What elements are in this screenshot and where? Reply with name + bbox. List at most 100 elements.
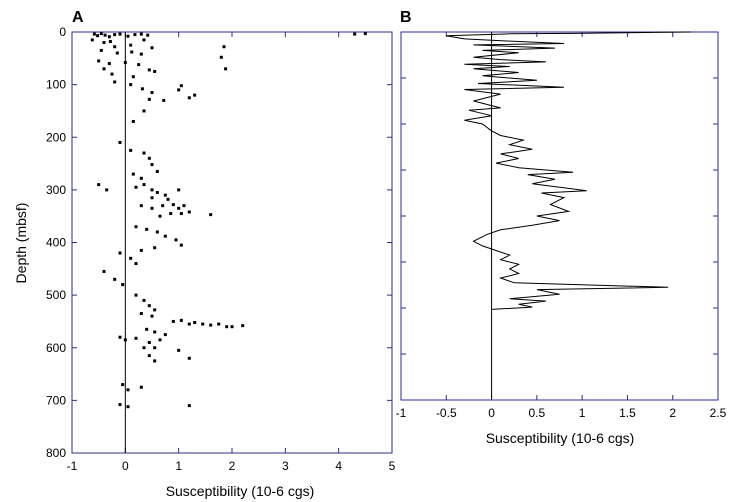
panel-a-x-tick-label: 1 (175, 459, 182, 473)
panel-a-data-point (118, 335, 122, 339)
panel-a-y-tick-label: 300 (46, 183, 66, 197)
panel-a-data-point (153, 359, 157, 363)
panel-a-data-point (217, 322, 221, 326)
panel-a-data-point (129, 83, 133, 87)
panel-a-data-point (222, 45, 226, 49)
panel-a-data-point (129, 148, 133, 152)
panel-a-data-point (150, 46, 154, 50)
panel-a-data-point (153, 246, 157, 250)
panel-a-y-tick-label: 100 (46, 78, 66, 92)
panel-a-data-point (225, 325, 229, 329)
panel-a-data-point (107, 35, 111, 39)
panel-a-data-point (137, 63, 141, 67)
panel-a-data-point (193, 93, 197, 97)
panel-a-data-point (96, 34, 100, 38)
panel-a-data-point (150, 91, 154, 95)
panel-a-data-point (97, 183, 101, 187)
panel-a-data-point (134, 262, 138, 266)
panel-a-data-point (182, 204, 186, 208)
panel-a-data-point (126, 388, 130, 392)
panel-a-data-point (187, 404, 191, 408)
panel-a-data-point (224, 67, 228, 71)
panel-a-x-tick-label: 4 (335, 459, 342, 473)
panel-a-data-point (150, 196, 154, 200)
panel-a-data-point (142, 298, 146, 302)
panel-a-data-point (107, 62, 111, 66)
panel-a-data-point (209, 213, 213, 217)
panel-a-data-point (353, 32, 357, 36)
panel-a-data-point (131, 172, 135, 176)
panel-a-x-tick-label: 0 (122, 459, 129, 473)
panel-a-y-tick-label: 200 (46, 130, 66, 144)
panel-a-data-point (90, 38, 94, 42)
panel-b-x-tick-label: 1 (579, 406, 586, 420)
panel-a-data-point (153, 308, 157, 312)
panel-b-chart: -1 -0.5 0 0.5 1 1.5 2 2.5 (396, 31, 727, 420)
panel-a-data-point (113, 33, 117, 37)
panel-a-data-point (209, 323, 213, 327)
panel-a-data-point (110, 72, 114, 76)
panel-a-data-point (179, 84, 183, 88)
panel-a-data-point (179, 212, 183, 216)
panel-b-x-tick-label: -1 (396, 406, 407, 420)
panel-a-data-point (201, 322, 205, 326)
panel-a-data-point (155, 169, 159, 173)
panel-a-data-point (147, 68, 151, 72)
panel-a-data-point (166, 197, 170, 201)
panel-a-x-tick-label: 5 (389, 459, 396, 473)
panel-a-data-point (147, 156, 151, 160)
panel-a-data-point (150, 206, 154, 210)
panel-a-data-point (171, 203, 175, 207)
panel-a-data-point (145, 227, 149, 231)
panel-a-data-point (113, 277, 117, 281)
panel-a-data-point (142, 109, 146, 113)
panel-a-plot-frame (71, 31, 393, 454)
panel-a-x-tick-label: 2 (229, 459, 236, 473)
panel-a-data-point (163, 234, 167, 238)
panel-a-y-tick-label: 700 (46, 393, 66, 407)
panel-a-data-point (139, 312, 143, 316)
panel-a-y-tick-label: 600 (46, 341, 66, 355)
panel-a-data-point (102, 41, 106, 45)
panel-a-data-point (105, 188, 109, 192)
panel-a-data-point (150, 163, 154, 167)
panel-a-data-point (131, 75, 135, 79)
panel-a-data-point (126, 34, 130, 38)
panel-a-data-point (118, 141, 122, 145)
panel-a-y-tick-label: 0 (59, 25, 66, 39)
panel-b-x-tick-label: 1.5 (619, 406, 636, 420)
panel-a-data-point (187, 322, 191, 326)
panel-a-data-point (134, 336, 138, 340)
panel-a-data-point (179, 318, 183, 322)
panel-a-data-point (139, 204, 143, 208)
panel-a-data-point (113, 80, 117, 84)
panel-a-data-point (155, 230, 159, 234)
panel-a-data-point (126, 405, 130, 409)
panel-a-y-tick-label: 800 (46, 446, 66, 460)
panel-a-data-point (171, 319, 175, 323)
panel-a-x-axis-title: Susceptibility (10-6 cgs) (166, 483, 315, 499)
panel-a-data-point (147, 304, 151, 308)
panel-a-data-point (158, 214, 162, 218)
panel-a-data-point (193, 320, 197, 324)
panel-a-data-point (129, 43, 133, 47)
panel-b-x-axis-title: Susceptibility (10-6 cgs) (486, 430, 635, 446)
panel-b-x-tick-label: 0 (488, 406, 495, 420)
panel-a-data-point (108, 39, 112, 43)
panel-a-label: A (72, 9, 84, 26)
panel-b-x-tick-label: 2.5 (710, 406, 727, 420)
panel-a-data-point (150, 314, 154, 318)
panel-b-x-tick-label: 2 (669, 406, 676, 420)
panel-a-x-tick-label: 3 (282, 459, 289, 473)
panel-a-data-point (123, 338, 127, 342)
panel-a-data-point (140, 87, 144, 91)
panel-a-data-point (115, 51, 119, 55)
panel-a-data-point (103, 33, 107, 37)
panel-a-data-point (99, 32, 103, 36)
panel-a-data-point (163, 333, 167, 337)
panel-a-data-point (139, 32, 143, 36)
panel-a-data-point (131, 119, 135, 123)
panel-a-data-point (121, 283, 125, 287)
panel-a-data-point (174, 238, 178, 242)
